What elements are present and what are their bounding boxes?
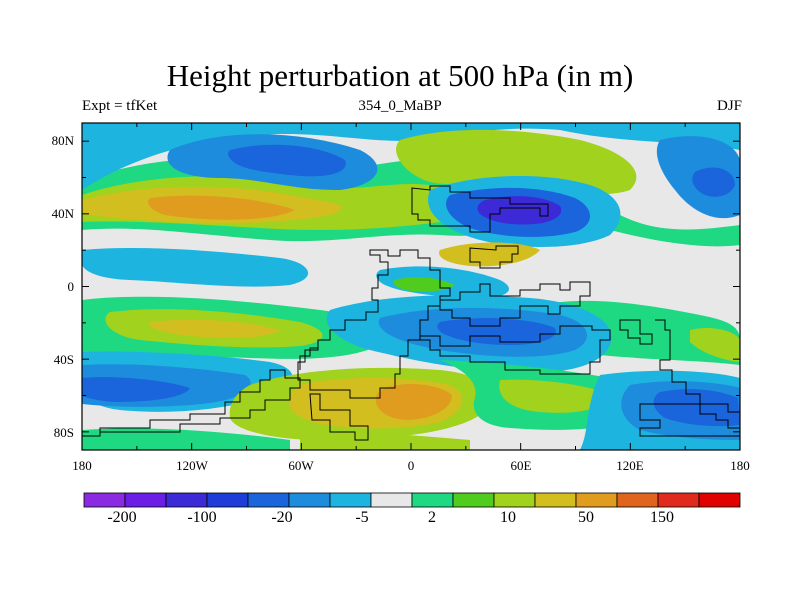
lat-tick-label: 40N xyxy=(52,206,75,221)
arabia-india-outline xyxy=(469,245,519,269)
colorbar xyxy=(83,492,741,508)
nh-low-west-core xyxy=(227,144,346,177)
lon-tick-labels: 180 120W 60W 0 60E 120E 180 xyxy=(72,458,750,473)
lat-tick-label: 80N xyxy=(52,133,75,148)
sh-east-yellow xyxy=(690,328,740,362)
nh-positive-orange xyxy=(148,195,295,220)
tropical-low-west xyxy=(82,247,309,287)
colorbar-swatch xyxy=(534,492,577,508)
lon-tick-label: 120W xyxy=(176,458,209,473)
colorbar-swatch xyxy=(698,492,741,508)
seasia-east-outline xyxy=(655,319,740,413)
asia-low-core xyxy=(477,196,562,225)
colorbar-label: 2 xyxy=(428,509,436,526)
colorbar-swatch xyxy=(165,492,208,508)
sh-low-southeast-core xyxy=(653,389,740,427)
lat-tick-label: 80S xyxy=(54,425,74,440)
antarctic-east-outline xyxy=(639,403,740,437)
lat-tick-label: 40S xyxy=(54,352,74,367)
colorbar-label: -100 xyxy=(187,509,217,526)
coastline-outlines xyxy=(82,185,740,441)
lon-tick-label: 60E xyxy=(511,458,532,473)
colorbar-swatch xyxy=(616,492,659,508)
sh-low-center-core xyxy=(437,318,556,345)
south-america-outline xyxy=(299,347,318,370)
lat-tick-labels: 80N 40N 0 40S 80S xyxy=(52,133,75,440)
sh-low-southwest-core xyxy=(82,377,190,402)
eurasia-outline xyxy=(411,185,549,233)
lon-tick-label: 120E xyxy=(616,458,644,473)
colorbar-swatch xyxy=(83,492,126,508)
lat-tick-label: 0 xyxy=(68,279,75,294)
asia-ridge xyxy=(439,242,540,267)
antarctic-west-outline xyxy=(82,432,101,437)
colorbar-swatch xyxy=(657,492,700,508)
colorbar-swatch xyxy=(411,492,454,508)
colorbar-label: -20 xyxy=(271,509,293,526)
colorbar-swatch xyxy=(247,492,290,508)
season-label: DJF xyxy=(716,98,742,114)
pacific-low-right-core xyxy=(692,167,735,197)
colorbar-swatch xyxy=(575,492,618,508)
colorbar-swatch xyxy=(329,492,372,508)
polar-south-yellow xyxy=(300,431,470,450)
colorbar-swatch xyxy=(206,492,249,508)
colorbar-swatch xyxy=(493,492,536,508)
australia-outline xyxy=(419,325,611,375)
asia-se-outline xyxy=(439,281,591,327)
axis-ticks xyxy=(81,123,741,450)
colorbar-label: -5 xyxy=(355,509,369,526)
antarctic-center-outline xyxy=(309,393,369,441)
colorbar-swatch xyxy=(452,492,495,508)
colorbar-label: -200 xyxy=(107,509,137,526)
lon-tick-label: 180 xyxy=(72,458,92,473)
colorbar-label: 150 xyxy=(650,509,674,526)
colorbar-swatch xyxy=(370,492,413,508)
lon-tick-label: 180 xyxy=(730,458,750,473)
colorbar-swatch xyxy=(288,492,331,508)
contour-field xyxy=(82,123,740,450)
antarctic-outline xyxy=(99,369,301,433)
plot-title: Height perturbation at 500 hPa (in m) xyxy=(166,58,634,93)
pacific-islands-outline xyxy=(619,319,653,345)
colorbar-swatch xyxy=(124,492,167,508)
experiment-label: Expt = tfKet xyxy=(82,98,158,114)
nh-top-strip xyxy=(82,123,740,190)
colorbar-label: 10 xyxy=(500,509,516,526)
period-label: 354_0_MaBP xyxy=(358,98,442,114)
nh-top-center-positive xyxy=(396,129,637,195)
lon-tick-label: 0 xyxy=(408,458,415,473)
sh-green-south-yellow xyxy=(499,379,610,413)
lon-tick-label: 60W xyxy=(288,458,314,473)
polar-south-strip xyxy=(82,428,290,450)
sh-positive-gold xyxy=(149,319,280,338)
colorbar-label: 50 xyxy=(578,509,594,526)
sh-high-south-orange xyxy=(375,384,452,420)
africa-outline xyxy=(297,249,451,399)
